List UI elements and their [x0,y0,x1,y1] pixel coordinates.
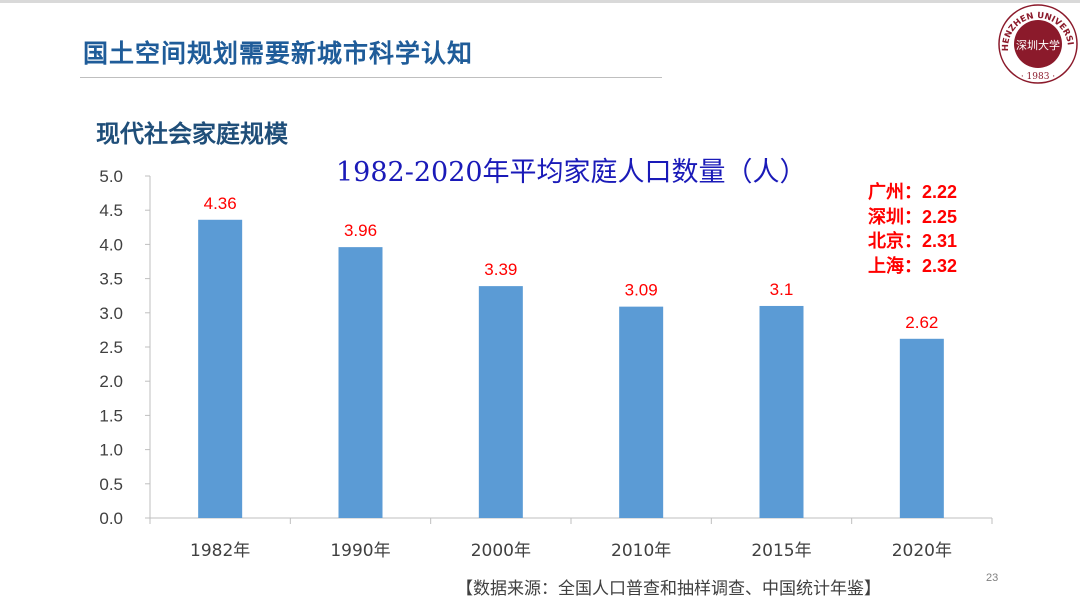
slide-top-border [0,0,1080,3]
x-category-label: 2015年 [751,541,811,561]
x-category-label: 2010年 [611,541,671,561]
y-tick-label: 1.5 [99,406,123,425]
city-household-notes: 广州：2.22 深圳：2.25 北京：2.31 上海：2.32 [868,180,957,278]
shenzhen-university-logo: SHENZHEN UNIVERSITY 深圳大学 · 1983 · [996,2,1078,84]
bar-1982年 [198,219,243,518]
y-tick-label: 5.0 [99,167,123,186]
data-label: 4.36 [204,194,237,213]
y-tick-label: 4.0 [99,235,123,254]
data-label: 3.1 [770,280,794,299]
bar-2000年 [478,286,523,518]
y-tick-label: 2.0 [99,372,123,391]
y-tick-label: 4.5 [99,201,123,220]
bar-2020年 [899,338,944,518]
y-tick-label: 2.5 [99,338,123,357]
city-note-beijing: 北京：2.31 [868,231,958,251]
y-tick-label: 3.5 [99,270,123,289]
x-category-label: 1982年 [190,541,250,561]
section-title: 现代社会家庭规模 [96,120,288,148]
chart-title: 1982-2020年平均家庭人口数量（人） [336,157,807,188]
city-note-shenzhen: 深圳：2.25 [868,206,958,227]
slide-title: 国土空间规划需要新城市科学认知 [83,39,474,68]
x-category-label: 2020年 [892,541,952,561]
y-tick-label: 0.0 [99,509,123,528]
city-note-shanghai: 上海：2.32 [868,255,958,276]
bar-1990年 [338,247,383,519]
page-number: 23 [986,572,999,584]
x-category-label: 1990年 [330,541,390,561]
data-label: 3.09 [625,281,658,300]
city-note-guangzhou: 广州：2.22 [868,182,958,202]
bar-2010年 [619,306,664,518]
y-tick-label: 1.0 [99,441,123,460]
data-label: 3.39 [484,260,517,279]
title-divider [80,77,662,78]
data-source: 【数据来源：全国人口普查和抽样调查、中国统计年鉴】 [456,579,881,599]
y-tick-label: 3.0 [99,304,123,323]
y-tick-label: 0.5 [99,475,123,494]
x-category-label: 2000年 [471,541,531,561]
logo-seal-text: 深圳大学 [1016,38,1060,52]
data-label: 3.96 [344,221,377,240]
data-label: 2.62 [905,313,938,332]
logo-year: · 1983 · [1021,72,1055,82]
bar-2015年 [759,305,804,518]
